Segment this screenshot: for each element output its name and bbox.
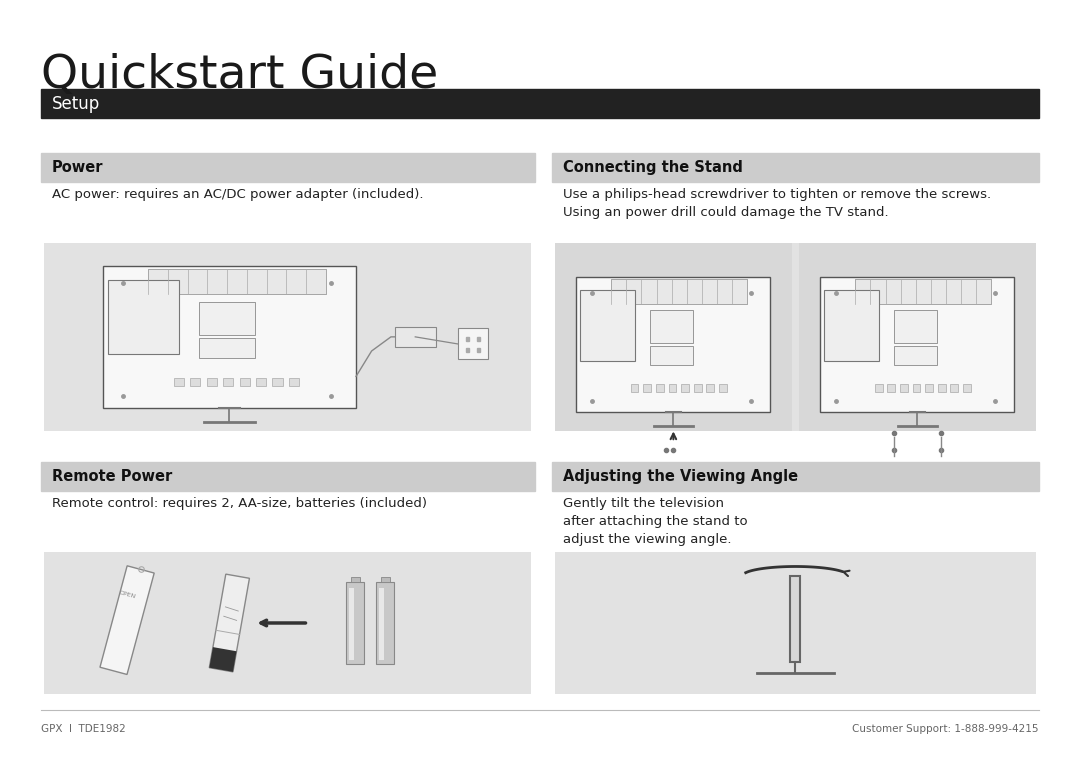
Text: Connecting the Stand: Connecting the Stand [563, 159, 743, 175]
Bar [577, 276, 770, 412]
Bar [926, 384, 933, 392]
Bar [821, 276, 1014, 412]
Bar [644, 384, 651, 392]
Bar [611, 279, 747, 304]
Bar [108, 280, 178, 354]
Bar [174, 378, 184, 386]
Bar [477, 337, 480, 341]
Bar [706, 384, 714, 392]
Text: Gently tilt the television
after attaching the stand to
adjust the viewing angle: Gently tilt the television after attachi… [563, 497, 747, 546]
Text: Power: Power [52, 159, 104, 175]
Bar [103, 266, 356, 407]
Bar [288, 378, 299, 386]
Bar [190, 378, 200, 386]
Bar [669, 384, 676, 392]
Bar [799, 243, 1036, 431]
Bar [240, 378, 249, 386]
Bar [950, 384, 958, 392]
Text: AC power: requires an AC/DC power adapter (included).: AC power: requires an AC/DC power adapte… [52, 188, 423, 201]
Bar [467, 337, 469, 341]
Bar [894, 311, 936, 343]
Text: GPX  I  TDE1982: GPX I TDE1982 [41, 723, 125, 734]
Bar [381, 577, 390, 582]
Bar [224, 378, 233, 386]
Polygon shape [100, 566, 154, 674]
Bar [349, 588, 354, 660]
Bar [376, 582, 394, 664]
Bar [351, 577, 360, 582]
Bar [555, 243, 1036, 431]
Bar [555, 552, 1036, 694]
Bar [937, 384, 946, 392]
Bar [395, 327, 435, 346]
Text: Setup: Setup [52, 95, 100, 113]
Bar [41, 153, 535, 182]
Bar [963, 384, 971, 392]
Bar [552, 462, 1039, 491]
Bar [719, 384, 727, 392]
Bar [347, 582, 364, 664]
Bar [631, 384, 638, 392]
Bar [44, 243, 531, 431]
Bar [41, 462, 535, 491]
Bar [44, 552, 531, 694]
Bar [458, 328, 488, 359]
Bar [681, 384, 689, 392]
Bar [272, 378, 283, 386]
Bar [894, 346, 936, 365]
Bar [824, 290, 879, 361]
Text: Quickstart Guide: Quickstart Guide [41, 53, 438, 98]
Text: Adjusting the Viewing Angle: Adjusting the Viewing Angle [563, 468, 798, 484]
Bar [199, 338, 255, 358]
Bar [900, 384, 908, 392]
Bar [148, 269, 325, 295]
Bar [693, 384, 702, 392]
Polygon shape [210, 574, 249, 672]
Bar [656, 384, 664, 392]
Bar [875, 384, 882, 392]
Text: Use a philips-head screwdriver to tighten or remove the screws.
Using an power d: Use a philips-head screwdriver to tighte… [563, 188, 990, 219]
Bar [650, 346, 692, 365]
Bar [650, 311, 692, 343]
Polygon shape [210, 647, 237, 672]
Bar [206, 378, 217, 386]
Bar [888, 384, 895, 392]
Bar [256, 378, 266, 386]
Bar [552, 153, 1039, 182]
Text: OPEN: OPEN [118, 591, 136, 600]
Text: Remote control: requires 2, AA-size, batteries (included): Remote control: requires 2, AA-size, bat… [52, 497, 427, 510]
Text: Remote Power: Remote Power [52, 468, 172, 484]
Bar [477, 348, 480, 352]
Bar [555, 243, 792, 431]
Bar [580, 290, 635, 361]
Text: Customer Support: 1-888-999-4215: Customer Support: 1-888-999-4215 [852, 723, 1039, 734]
Bar [791, 576, 800, 662]
Bar [913, 384, 920, 392]
Bar [467, 348, 469, 352]
Bar [855, 279, 991, 304]
Bar [199, 301, 255, 336]
Bar [379, 588, 384, 660]
Bar [41, 89, 1039, 118]
